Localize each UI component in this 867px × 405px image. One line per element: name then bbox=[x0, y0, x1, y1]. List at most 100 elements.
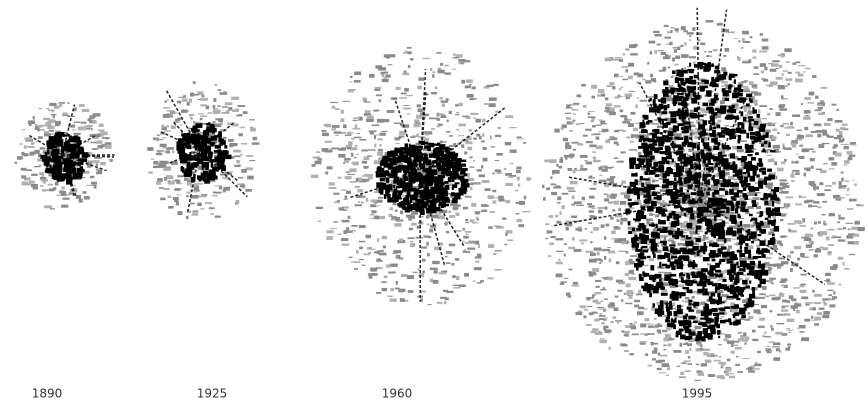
built-area bbox=[791, 305, 798, 309]
built-area bbox=[358, 201, 360, 203]
dense-core bbox=[440, 154, 446, 156]
built-area bbox=[684, 361, 691, 362]
dense-core bbox=[394, 177, 400, 182]
built-area bbox=[781, 213, 786, 216]
dense-core bbox=[755, 193, 758, 196]
dense-core bbox=[407, 183, 410, 185]
built-area bbox=[611, 194, 617, 197]
built-area bbox=[745, 319, 751, 321]
built-area bbox=[375, 87, 381, 89]
built-area bbox=[701, 363, 707, 366]
built-area bbox=[839, 181, 842, 185]
built-area bbox=[755, 104, 758, 106]
built-area bbox=[564, 278, 569, 279]
dense-core bbox=[409, 145, 415, 149]
built-area bbox=[801, 284, 807, 286]
built-area bbox=[617, 219, 620, 222]
built-area bbox=[240, 154, 242, 156]
built-area bbox=[38, 136, 43, 139]
dense-core bbox=[450, 152, 456, 157]
built-area bbox=[479, 136, 482, 139]
dense-core bbox=[200, 141, 207, 143]
built-area bbox=[782, 73, 784, 76]
built-area bbox=[626, 137, 630, 139]
dense-core bbox=[643, 250, 648, 253]
built-area bbox=[685, 350, 689, 354]
built-area bbox=[782, 123, 789, 125]
built-area bbox=[805, 68, 811, 70]
built-area bbox=[426, 242, 428, 246]
built-area bbox=[574, 168, 577, 170]
built-area bbox=[612, 250, 614, 252]
built-area bbox=[421, 291, 426, 293]
built-area bbox=[391, 216, 397, 219]
built-area bbox=[24, 145, 27, 148]
built-area bbox=[725, 334, 731, 338]
built-area bbox=[772, 297, 780, 300]
dense-core bbox=[429, 166, 432, 170]
dense-core bbox=[418, 184, 421, 189]
dense-core bbox=[208, 122, 211, 125]
built-area bbox=[481, 210, 487, 212]
built-area bbox=[840, 127, 845, 130]
built-area bbox=[422, 259, 426, 262]
built-area bbox=[668, 67, 671, 69]
dense-core bbox=[59, 176, 63, 181]
built-area bbox=[167, 99, 169, 100]
built-area bbox=[449, 215, 455, 218]
built-area bbox=[322, 133, 329, 137]
built-area bbox=[376, 94, 382, 96]
built-area bbox=[794, 246, 797, 247]
built-area bbox=[490, 136, 492, 140]
built-area bbox=[603, 327, 606, 330]
built-area bbox=[559, 166, 563, 169]
dense-core bbox=[76, 142, 80, 147]
built-area bbox=[207, 112, 211, 114]
built-area bbox=[189, 114, 194, 116]
dense-core bbox=[418, 156, 422, 161]
built-area bbox=[463, 251, 470, 253]
built-area bbox=[608, 251, 615, 254]
dense-core bbox=[387, 197, 393, 202]
built-area bbox=[793, 287, 800, 288]
built-area bbox=[474, 211, 480, 212]
built-area bbox=[193, 81, 196, 83]
built-area bbox=[595, 280, 601, 282]
built-area bbox=[41, 179, 48, 182]
built-area bbox=[86, 185, 93, 186]
built-area bbox=[781, 261, 788, 264]
built-area bbox=[237, 184, 242, 186]
built-area bbox=[361, 202, 363, 204]
built-area bbox=[819, 308, 825, 310]
built-area bbox=[329, 187, 337, 188]
built-area bbox=[639, 128, 644, 129]
built-area bbox=[349, 89, 356, 91]
built-area bbox=[311, 175, 318, 178]
dense-core bbox=[402, 206, 405, 209]
built-area bbox=[661, 52, 667, 55]
built-area bbox=[369, 130, 377, 132]
built-area bbox=[621, 87, 624, 88]
dense-core bbox=[405, 143, 409, 149]
built-area bbox=[164, 177, 167, 181]
built-area bbox=[371, 210, 373, 213]
built-area bbox=[769, 253, 773, 255]
dense-core bbox=[197, 133, 199, 139]
built-area bbox=[437, 118, 440, 121]
built-area bbox=[317, 158, 322, 160]
built-area bbox=[551, 236, 556, 238]
built-area bbox=[631, 326, 636, 330]
built-area bbox=[758, 326, 765, 328]
built-area bbox=[579, 305, 585, 307]
built-area bbox=[449, 111, 452, 114]
built-area bbox=[480, 280, 484, 282]
dense-core bbox=[701, 336, 705, 341]
built-area bbox=[769, 278, 776, 280]
dense-core bbox=[76, 162, 83, 165]
built-area bbox=[620, 109, 623, 112]
built-area bbox=[630, 112, 635, 115]
built-area bbox=[330, 228, 337, 229]
built-area bbox=[228, 139, 234, 142]
built-area bbox=[347, 147, 351, 149]
built-area bbox=[41, 175, 44, 176]
